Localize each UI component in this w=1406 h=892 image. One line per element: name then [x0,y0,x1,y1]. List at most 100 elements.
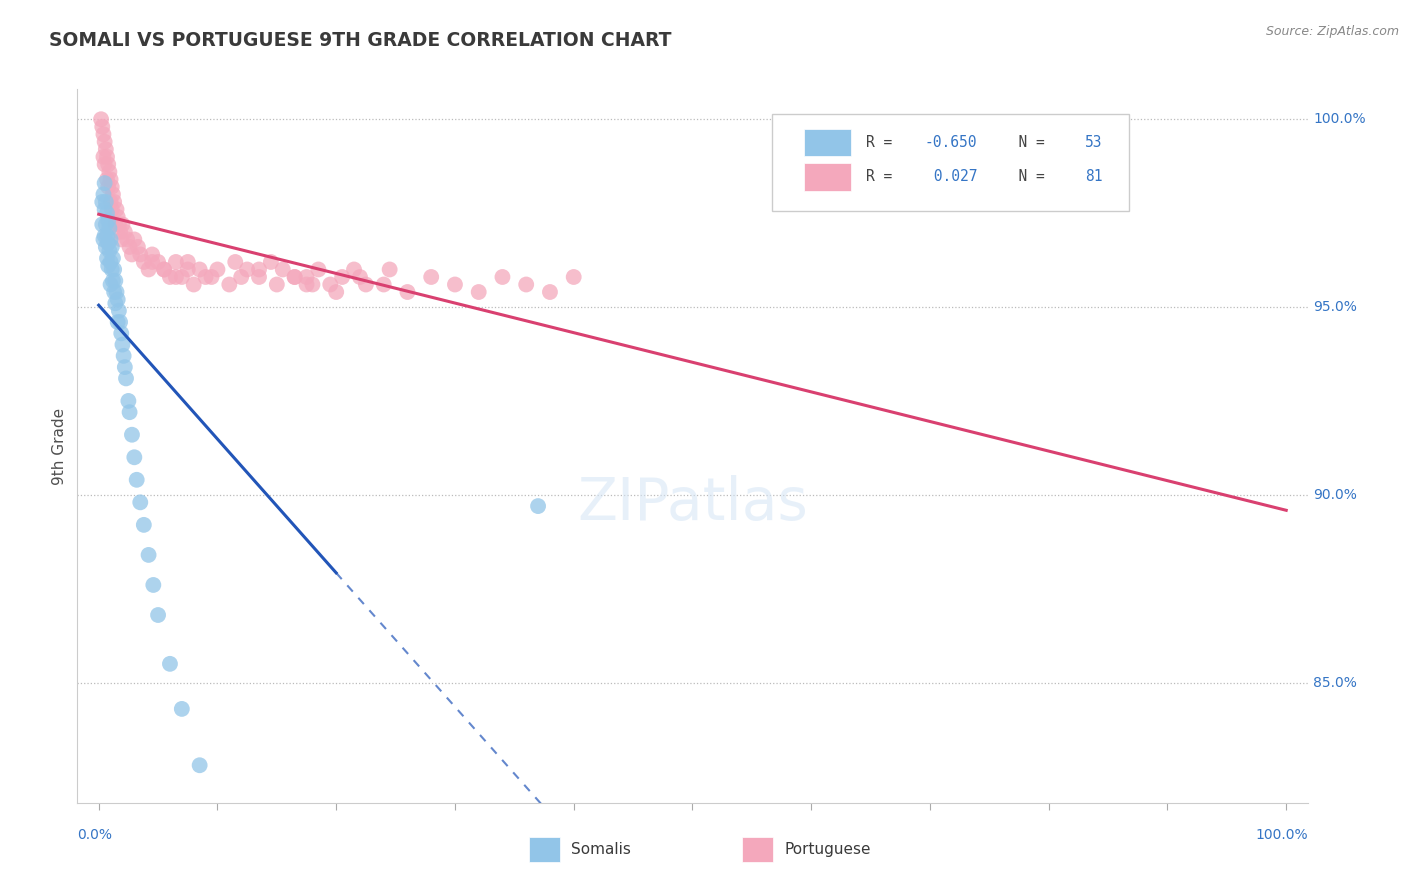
Point [117,393,139,408]
Point [94,240,117,254]
Point [98,244,121,258]
Point [93,202,115,217]
Point [141,247,163,261]
Point [124,232,146,246]
Point [100,172,122,186]
Point [93,228,115,243]
Text: R =: R = [866,136,901,150]
Point [97,259,120,273]
Point [129,247,152,261]
Point [467,285,489,299]
Point [93,176,115,190]
Point [93,232,115,246]
Point [207,262,229,277]
Point [236,262,259,277]
Point [132,255,155,269]
Point [125,473,148,487]
Point [100,194,122,209]
Point [284,270,307,285]
Point [96,228,118,243]
Point [378,262,401,277]
Point [260,255,283,269]
Point [93,150,115,164]
Point [115,232,138,246]
Point [266,277,288,292]
Point [91,218,114,232]
Point [188,758,211,772]
Text: -0.650: -0.650 [925,136,977,150]
Point [94,218,117,232]
Point [114,225,136,239]
Point [100,202,122,217]
Point [295,270,318,285]
Point [373,277,395,292]
Point [104,218,127,232]
Point [170,702,193,716]
Point [107,210,129,224]
Point [114,360,136,375]
Text: 81: 81 [1085,169,1102,185]
Point [104,274,127,288]
Point [247,270,270,285]
Point [100,240,122,254]
Point [97,236,120,251]
Point [100,179,122,194]
Text: 100.0%: 100.0% [1313,112,1365,127]
Point [247,262,270,277]
Point [124,450,146,465]
Text: 85.0%: 85.0% [1313,675,1357,690]
Point [112,349,135,363]
Point [146,607,169,622]
Point [325,285,347,299]
Point [105,202,128,217]
Point [562,270,585,285]
Point [491,270,513,285]
Point [146,255,169,269]
Point [165,255,187,269]
Point [115,371,138,385]
Point [177,255,200,269]
Point [103,194,125,209]
Point [94,142,117,156]
Text: 0.027: 0.027 [925,169,977,185]
Point [118,405,141,419]
Point [121,427,143,442]
Point [159,270,181,285]
Point [121,247,143,261]
Point [103,262,125,277]
Point [91,120,114,134]
Point [330,270,353,285]
Point [111,337,134,351]
Point [515,277,537,292]
Point [177,262,200,277]
Text: N =: N = [1001,169,1053,185]
Point [100,232,122,246]
Point [97,213,120,227]
Point [100,255,122,269]
Point [170,270,193,285]
Point [319,277,342,292]
Point [200,270,222,285]
Point [284,270,307,285]
Point [538,285,561,299]
Point [108,225,131,239]
Point [231,270,253,285]
Point [301,277,323,292]
Bar [529,837,560,862]
Bar [804,129,851,156]
Point [218,277,240,292]
Point [165,270,187,285]
Point [194,270,217,285]
Text: 100.0%: 100.0% [1256,828,1308,842]
Point [188,262,211,277]
Text: Portuguese: Portuguese [785,842,872,856]
Text: 90.0%: 90.0% [1313,488,1357,502]
Point [96,251,118,265]
Point [142,578,165,592]
Point [93,135,115,149]
Point [98,165,121,179]
Point [108,303,131,318]
Bar [804,163,851,191]
Point [97,179,120,194]
Point [307,262,329,277]
